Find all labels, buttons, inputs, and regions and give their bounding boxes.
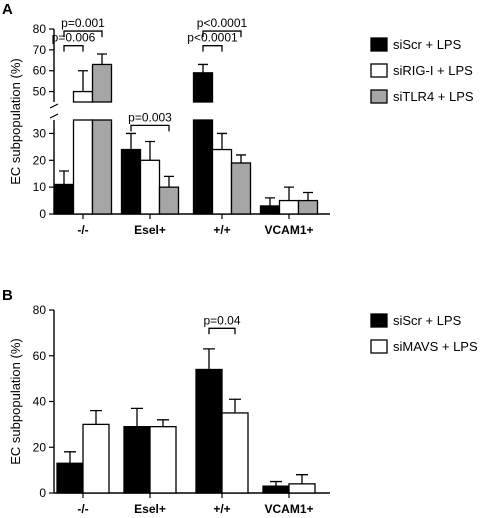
- y-tick-label: 80: [33, 303, 47, 317]
- panel-a-chart: 0 10 20 30 50 60 70 80 EC subpopulation (%) -/- Es…: [8, 16, 330, 237]
- legend-label: siScr + LPS: [393, 37, 462, 52]
- error-bar: [90, 410, 102, 425]
- category-label: Esel+: [134, 502, 166, 516]
- y-tick-label: 30: [33, 126, 47, 140]
- error-bar: [284, 186, 294, 201]
- error-bar: [145, 140, 155, 161]
- panel-b-chart: 0 20 40 60 80 EC subpopulation (%) -/- Esel+ +/+…: [8, 303, 330, 516]
- legend-label: siTLR4 + LPS: [393, 89, 474, 104]
- legend-label: siScr + LPS: [393, 313, 462, 328]
- y-tick-label: 0: [39, 486, 46, 500]
- legend-swatch: [370, 313, 388, 328]
- significance-bracket: [202, 30, 242, 38]
- legend-label: siRIG-I + LPS: [393, 63, 473, 78]
- y-tick-label: 40: [33, 395, 47, 409]
- significance-bracket: [202, 45, 223, 52]
- bar: [72, 119, 94, 215]
- bar: [149, 426, 177, 494]
- bar: [192, 72, 214, 103]
- significance-bracket: [63, 30, 103, 38]
- bar: [120, 148, 142, 215]
- panel-letter-a: A: [2, 1, 13, 18]
- error-bar: [265, 197, 275, 206]
- bar: [72, 90, 94, 103]
- y-tick-label: 60: [33, 349, 47, 363]
- error-bar: [97, 53, 107, 65]
- legend-swatch: [370, 339, 388, 354]
- bar: [259, 205, 281, 215]
- y-axis-label: EC subpopulation (%): [8, 338, 23, 464]
- significance-bracket: [208, 327, 236, 335]
- bar: [230, 162, 252, 215]
- p-value-label: p<0.0001: [187, 31, 238, 45]
- y-tick-label: 20: [33, 440, 47, 454]
- p-value-label: p=0.003: [128, 110, 172, 124]
- bar: [139, 159, 161, 215]
- bar: [91, 63, 113, 103]
- error-bar: [126, 132, 136, 150]
- panel-a-legend: siScr + LPS siRIG-I + LPS siTLR4 + LPS: [370, 37, 474, 104]
- category-label: VCAM1+: [264, 223, 313, 237]
- error-bar: [198, 63, 208, 73]
- bar: [262, 485, 290, 494]
- bar: [288, 483, 316, 494]
- legend-swatch: [370, 89, 388, 104]
- error-bar: [236, 154, 246, 163]
- bar: [53, 183, 75, 215]
- category-label: +/+: [213, 502, 230, 516]
- panel-letter-b: B: [2, 287, 13, 304]
- significance-bracket: [130, 124, 170, 132]
- category-label: -/-: [77, 223, 88, 237]
- error-bar: [203, 348, 215, 370]
- bar: [297, 199, 319, 215]
- y-tick-label: 50: [33, 85, 47, 99]
- error-bar: [164, 175, 174, 188]
- category-label: VCAM1+: [264, 502, 313, 516]
- bar: [221, 412, 249, 494]
- y-tick-label: 0: [39, 207, 46, 221]
- legend-label: siMAVS + LPS: [393, 339, 478, 354]
- y-tick-label: 80: [33, 22, 47, 36]
- bar: [211, 148, 233, 215]
- y-tick-label: 70: [33, 43, 47, 57]
- error-bar: [270, 480, 282, 487]
- y-tick-label: 10: [33, 180, 47, 194]
- category-label: -/-: [77, 502, 88, 516]
- error-bar: [131, 407, 143, 427]
- bar: [192, 119, 214, 215]
- bar: [195, 368, 223, 494]
- bar: [123, 426, 151, 494]
- panel-b-legend: siScr + LPS siMAVS + LPS: [370, 313, 478, 354]
- y-tick-label: 60: [33, 64, 47, 78]
- p-value-label: p=0.006: [52, 31, 96, 45]
- category-label: Esel+: [134, 223, 166, 237]
- error-bar: [217, 132, 227, 150]
- bar: [158, 186, 180, 215]
- axis-break-mark: [49, 103, 59, 119]
- bar: [91, 119, 113, 215]
- error-bar: [64, 451, 76, 464]
- error-bar: [157, 419, 169, 427]
- error-bar: [59, 170, 69, 185]
- bar: [82, 423, 110, 494]
- y-axis-label: EC subpopulation (%): [8, 58, 23, 184]
- error-bar: [296, 474, 308, 484]
- category-label: +/+: [213, 223, 230, 237]
- y-tick-label: 20: [33, 153, 47, 167]
- bar: [56, 462, 84, 494]
- p-value-label: p<0.0001: [197, 16, 248, 30]
- p-value-label: p=0.001: [61, 16, 105, 30]
- error-bar: [303, 191, 313, 201]
- p-value-label: p=0.04: [203, 313, 240, 327]
- legend-swatch: [370, 63, 388, 78]
- legend-swatch: [370, 37, 388, 52]
- significance-bracket: [63, 45, 84, 52]
- bar: [278, 199, 300, 215]
- error-bar: [78, 70, 88, 92]
- error-bar: [229, 398, 241, 413]
